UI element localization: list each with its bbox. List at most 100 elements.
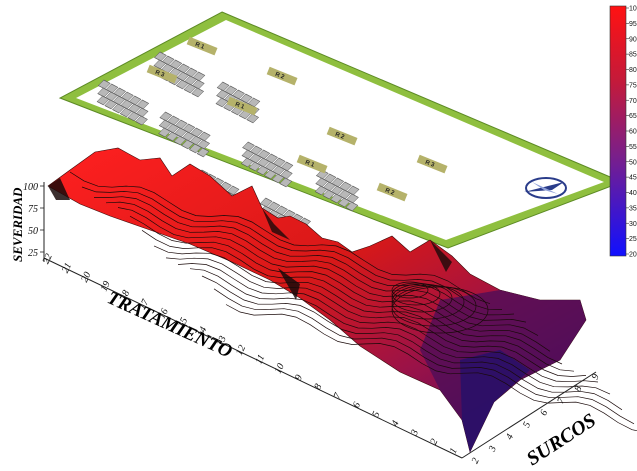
contour-ring [391, 282, 441, 306]
colorbar-tick-label: 70 [629, 98, 637, 105]
y-tick-label: 5 [521, 420, 533, 429]
block-label-bg [376, 182, 408, 202]
block-label-bg [186, 36, 218, 56]
y-tick-label: 6 [538, 408, 550, 417]
block-label: R 1 [234, 102, 246, 111]
colorbar-tick-label: 80 [629, 67, 637, 74]
contour-ring [391, 285, 477, 327]
block-label-bg [416, 154, 448, 174]
colorbar-tick-label: 100 [629, 6, 637, 13]
plot-cell [279, 177, 293, 188]
contour-line [153, 245, 575, 372]
x-tick-label: 21 [60, 261, 74, 275]
contour-line [189, 268, 611, 395]
colorbar-tick-label: 55 [629, 144, 637, 151]
plot-cell [127, 111, 141, 122]
plot-cell [242, 141, 255, 152]
x-tick-label: 12 [234, 344, 248, 358]
contour-ring [391, 281, 429, 299]
y-tick-label: 4 [504, 432, 516, 441]
y-tick-label: 7 [555, 395, 568, 405]
plot-cell [196, 147, 210, 158]
x-tick-label: 4 [390, 419, 402, 428]
plot-cell [97, 87, 110, 98]
y-tick-label: 8 [573, 384, 585, 393]
colorbar-tick-label: 35 [629, 205, 637, 212]
contour-line [105, 201, 527, 323]
plot-cell [215, 97, 229, 108]
colorbar-tick-label: 65 [629, 113, 637, 120]
block-label: R 3 [154, 70, 166, 79]
plot-cell [248, 161, 262, 172]
plot-cell [119, 107, 133, 118]
colorbar-tick-label: 90 [629, 36, 637, 43]
plot-cell [315, 177, 329, 188]
x-tick-label: 7 [332, 391, 345, 401]
colorbar-tick-label: 75 [629, 82, 637, 89]
y-axis-title: SURCOS [523, 409, 600, 470]
plot-cell [97, 79, 111, 90]
colorbar: 100 95 90 85 80 75 70 65 60 55 50 45 40 35 30 25 20 [609, 5, 637, 259]
colorbar-tick-label: 40 [629, 190, 637, 197]
colorbar-tick-label: 50 [629, 159, 637, 166]
z-tick-label: 75 [28, 204, 38, 215]
contour-line [225, 304, 637, 432]
plot-cell [259, 197, 273, 208]
plot-cell [337, 197, 351, 208]
contour-line [177, 263, 599, 383]
x-tick-label: 6 [351, 401, 363, 410]
plot-cell [216, 89, 229, 100]
z-tick-label: 50 [28, 226, 38, 237]
contour-line [81, 186, 503, 310]
colorbar-gradient [609, 5, 627, 257]
block-label-bg [296, 154, 328, 174]
z-tick-label: 25 [28, 248, 38, 259]
plot-cell [240, 157, 254, 168]
x-tick-label: 18 [118, 289, 132, 303]
plot-cell [271, 173, 285, 184]
x-tick-label: 8 [312, 382, 324, 391]
x-tick-label: 16 [157, 307, 171, 321]
colorbar-tick-label: 60 [629, 129, 637, 136]
x-tick-label: 15 [176, 316, 190, 330]
colorbar-tick-label: 20 [629, 252, 637, 259]
block-label-bg [266, 66, 298, 86]
block-label: R 3 [424, 160, 436, 169]
colorbar-tick-label: 95 [629, 21, 637, 28]
plot-cell [173, 135, 187, 146]
x-tick-label: 22 [41, 252, 55, 266]
y-tick-label: 9 [590, 372, 602, 381]
plot-cell [183, 83, 197, 94]
z-axis: 100 75 50 25 SEVERIDAD [10, 182, 45, 262]
block-label: R 1 [194, 42, 206, 51]
plot-cell [96, 95, 110, 106]
surface-shadow-mid [262, 208, 290, 240]
x-tick-label: 11 [253, 353, 267, 366]
contour-ring [391, 284, 465, 320]
x-tick-label: 1 [448, 446, 460, 455]
x-tick-label: 3 [409, 428, 422, 438]
block-label: R 2 [334, 132, 346, 141]
compass-icon [524, 177, 567, 199]
block-label-bg [226, 96, 258, 116]
contour-line [141, 230, 563, 365]
plot-cell [345, 201, 359, 212]
x-axis-title: TRATAMIENTO [104, 287, 236, 362]
plot-cell [165, 131, 179, 142]
surface [47, 147, 637, 453]
x-tick-label: 13 [215, 334, 229, 348]
colorbar-tick-label: 25 [629, 236, 637, 243]
colorbar-tick-label: 45 [629, 175, 637, 182]
plot-cell [314, 185, 328, 196]
plot-cell [246, 113, 259, 124]
x-tick-label: 19 [99, 280, 113, 294]
y-tick-label: 2 [470, 456, 482, 465]
y-tick-label: 3 [486, 444, 499, 454]
plot-cell [112, 103, 125, 114]
contour-line [129, 215, 551, 352]
contour-line [93, 196, 515, 316]
x-tick-label: 9 [293, 373, 305, 382]
contour-line [213, 288, 635, 425]
plot-cell [330, 193, 343, 204]
